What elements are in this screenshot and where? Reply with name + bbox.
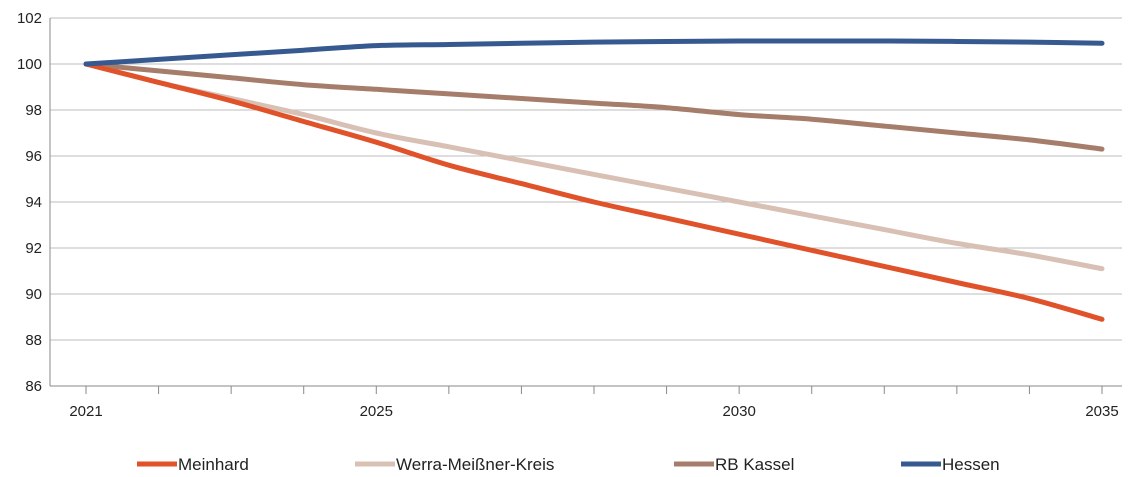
series-line-werra-mei-ner-kreis <box>83 61 1105 272</box>
legend-item-rb-kassel: RB Kassel <box>674 455 794 474</box>
x-tick-label-2035: 2035 <box>1085 403 1118 420</box>
y-tick-label-96: 96 <box>25 148 42 165</box>
series-lines <box>83 38 1105 322</box>
y-tick-label-90: 90 <box>25 286 42 303</box>
y-tick-label-92: 92 <box>25 240 42 257</box>
x-axis-ticks: 2021 2025 2030 2035 <box>69 386 1119 420</box>
series-line-hessen <box>83 38 1105 67</box>
legend-item-hessen: Hessen <box>901 455 1000 474</box>
y-tick-label-102: 102 <box>17 10 42 27</box>
legend-label-rb-kassel: RB Kassel <box>715 455 794 474</box>
legend: Meinhard Werra-Meißner-Kreis RB Kassel Hess… <box>137 455 1000 474</box>
y-tick-label-98: 98 <box>25 102 42 119</box>
axes <box>49 18 1122 387</box>
y-tick-label-86: 86 <box>25 378 42 395</box>
legend-item-werra-mei-ner-kreis: Werra-Meißner-Kreis <box>355 455 554 474</box>
x-tick-label-2025: 2025 <box>360 403 393 420</box>
y-axis-ticks: 86 88 90 92 94 96 98 100 102 <box>17 10 42 395</box>
legend-label-meinhard: Meinhard <box>178 455 249 474</box>
legend-item-meinhard: Meinhard <box>137 455 249 474</box>
series-line-rb-kassel <box>83 61 1105 152</box>
y-tick-label-88: 88 <box>25 332 42 349</box>
x-tick-label-2030: 2030 <box>722 403 755 420</box>
x-tick-label-2021: 2021 <box>69 403 102 420</box>
series-line-meinhard <box>83 61 1105 322</box>
legend-label-hessen: Hessen <box>942 455 1000 474</box>
legend-label-werra-mei-ner-kreis: Werra-Meißner-Kreis <box>396 455 554 474</box>
y-tick-label-94: 94 <box>25 194 42 211</box>
y-tick-label-100: 100 <box>17 56 42 73</box>
